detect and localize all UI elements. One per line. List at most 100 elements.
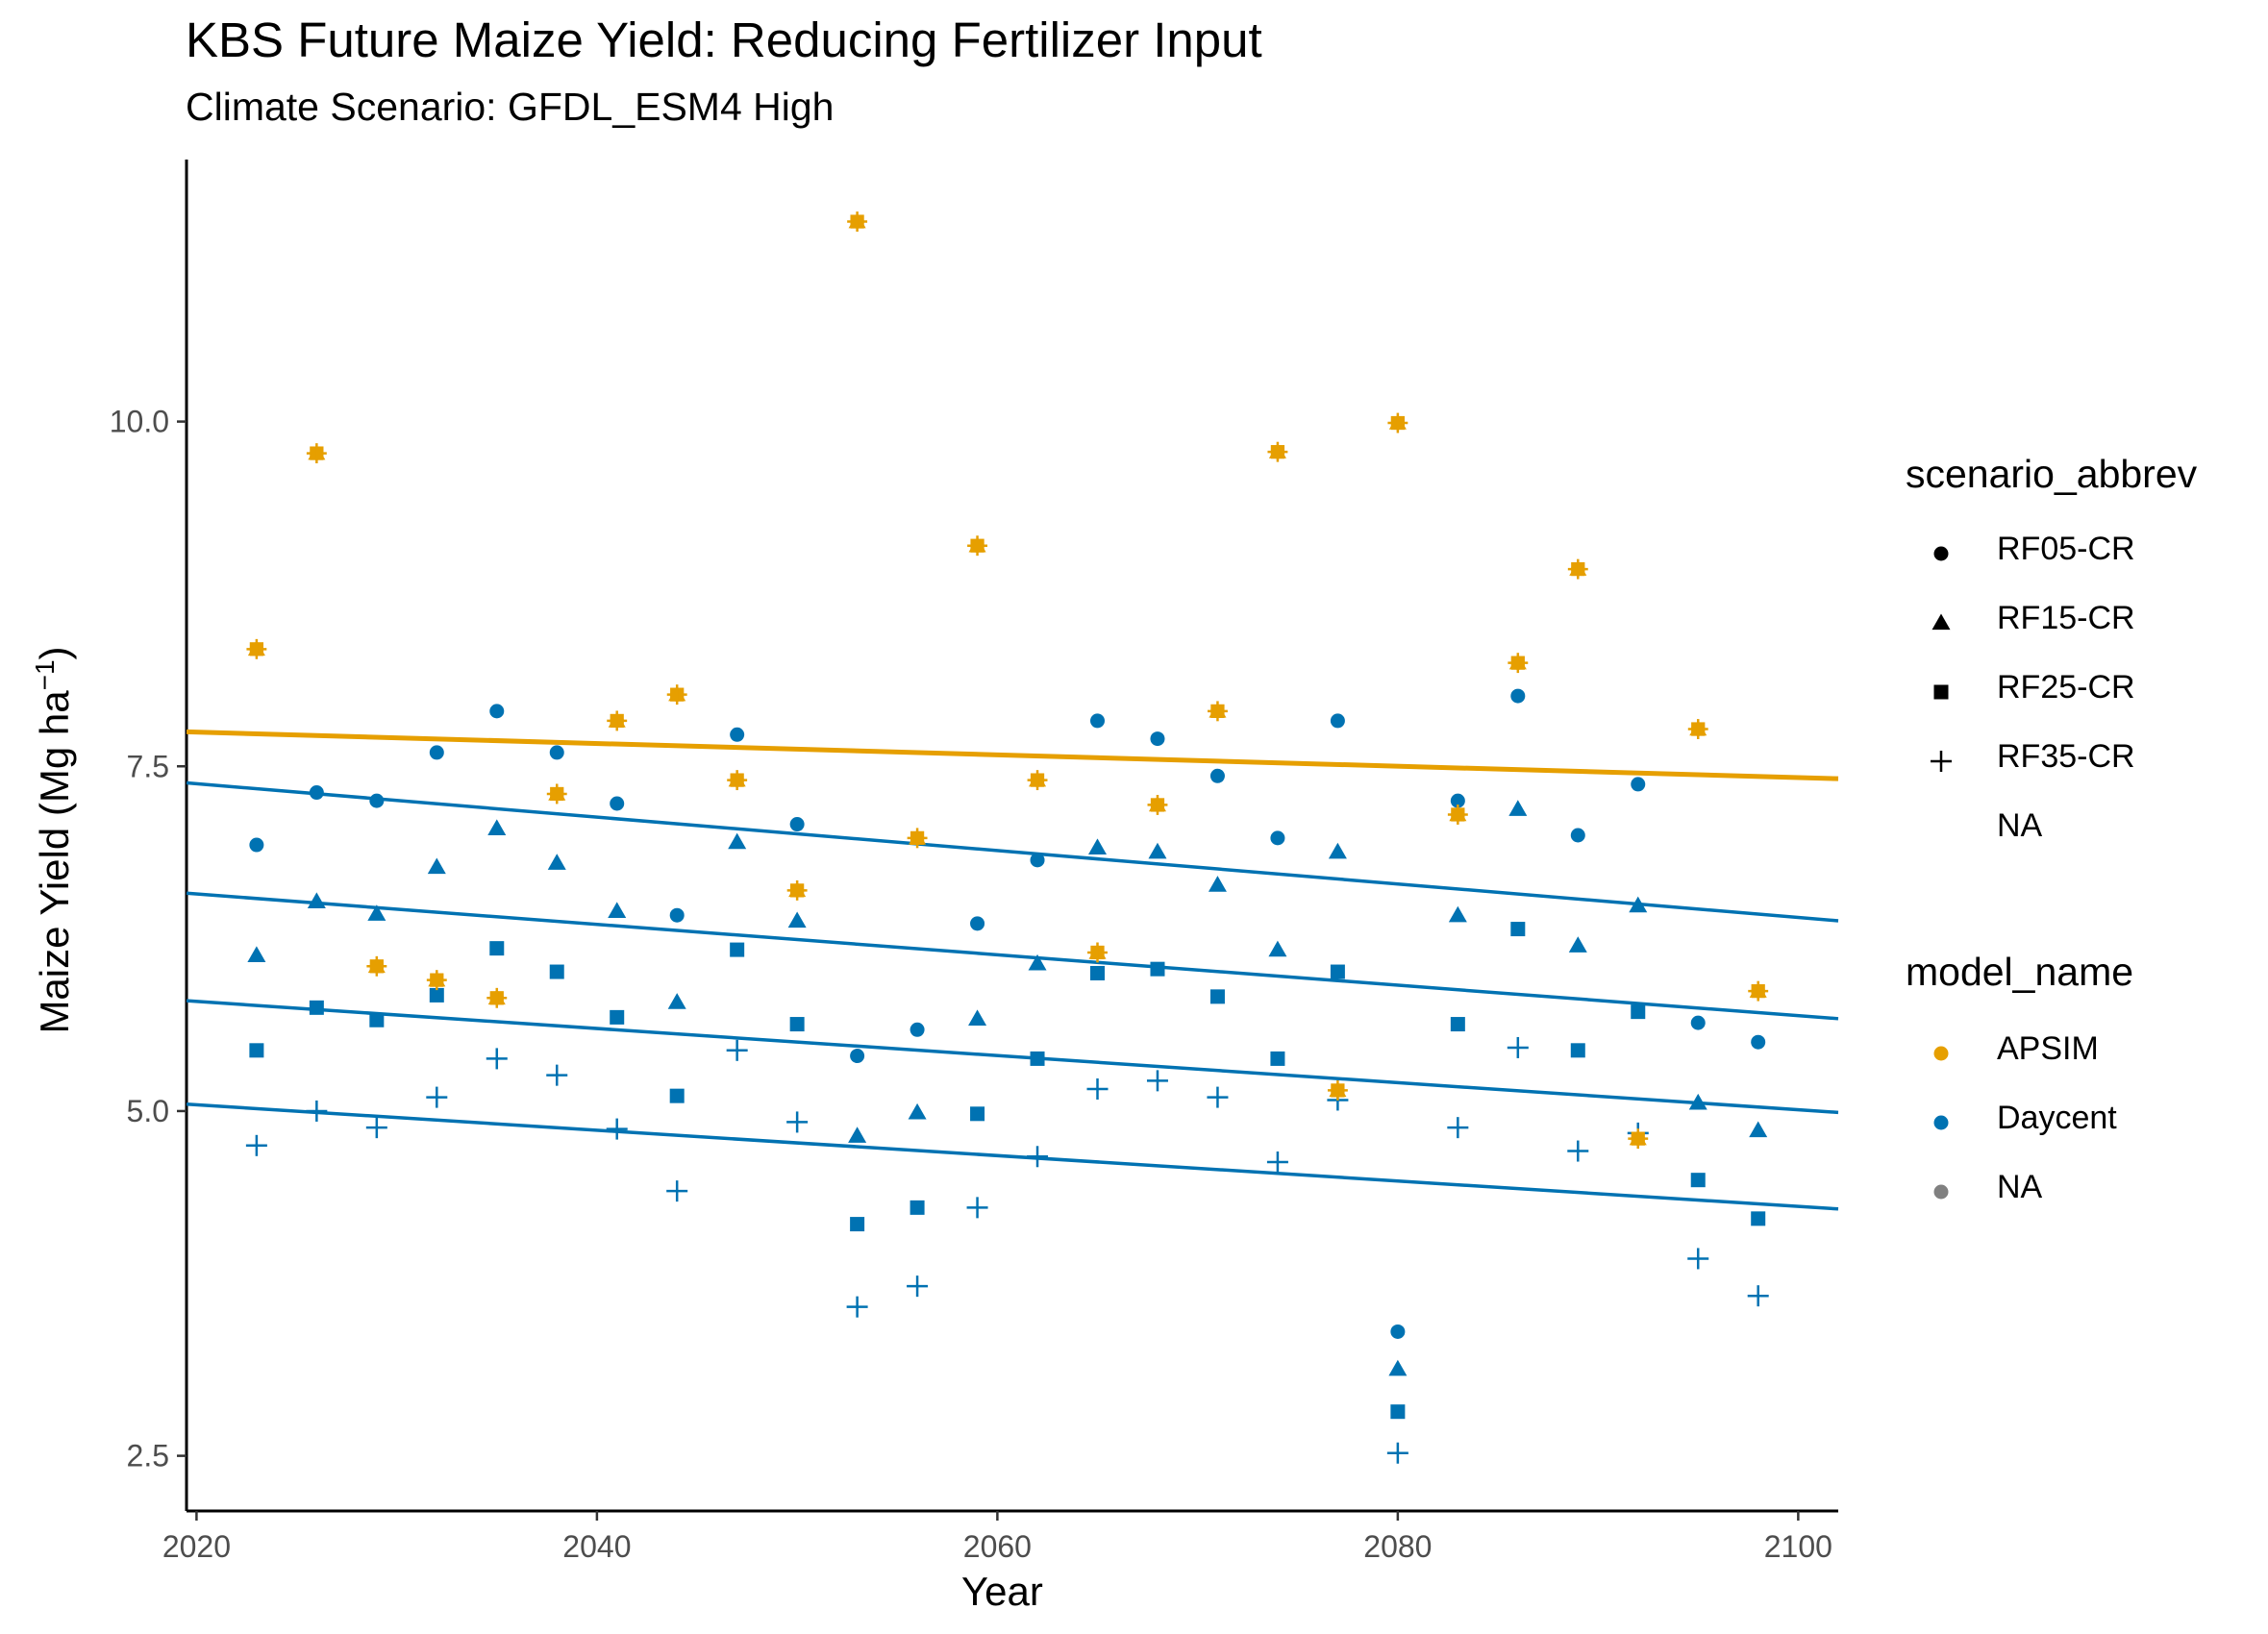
point-rf15-cr <box>787 911 807 928</box>
point-apsim <box>1567 558 1588 580</box>
point-rf25-cr <box>309 1000 324 1015</box>
trend-line-rf15-cr <box>186 891 1839 1021</box>
trend-line-apsim <box>186 729 1839 781</box>
point-apsim <box>1508 653 1529 674</box>
point-rf15-cr <box>1328 842 1347 859</box>
point-rf05-cr <box>429 745 444 760</box>
point-rf15-cr <box>1148 842 1167 859</box>
point-rf05-cr <box>1330 713 1345 729</box>
trend-line-rf25-cr <box>186 999 1839 1115</box>
point-rf15-cr <box>1208 876 1227 892</box>
chart-subtitle: Climate Scenario: GFDL_ESM4 High <box>186 85 835 129</box>
point-rf35-cr <box>1207 1086 1229 1108</box>
point-rf25-cr <box>850 1217 865 1232</box>
point-apsim <box>486 987 508 1008</box>
point-rf25-cr <box>610 1009 625 1025</box>
point-rf35-cr <box>907 1275 929 1298</box>
point-rf15-cr <box>1688 1093 1707 1110</box>
point-apsim <box>666 684 687 706</box>
legend-label-rf25: RF25-CR <box>1997 669 2135 706</box>
point-rf35-cr <box>846 1296 868 1318</box>
point-rf25-cr <box>1209 989 1225 1004</box>
point-rf05-cr <box>910 1022 925 1037</box>
point-apsim <box>1447 805 1468 825</box>
point-rf05-cr <box>1510 688 1526 704</box>
point-rf35-cr <box>1266 1151 1288 1174</box>
legend-key-na <box>1933 1184 1949 1200</box>
point-apsim <box>967 535 988 557</box>
point-apsim <box>1387 412 1408 433</box>
y-axis-label-sup: −1 <box>30 659 60 691</box>
legend-key-rf35-cr <box>1931 751 1952 772</box>
legend-title-model: model_name <box>1906 950 2134 994</box>
point-rf15-cr <box>908 1102 927 1120</box>
point-apsim <box>607 710 628 731</box>
point-rf35-cr <box>1386 1442 1408 1464</box>
point-rf25-cr <box>489 941 505 956</box>
point-rf05-cr <box>1690 1015 1706 1030</box>
chart-title: KBS Future Maize Yield: Reducing Fertili… <box>186 12 1262 67</box>
x-tick-label: 2020 <box>162 1529 231 1564</box>
legend-label-rf05: RF05-CR <box>1997 531 2135 567</box>
y-tick-label: 10.0 <box>110 405 169 439</box>
point-rf35-cr <box>1447 1117 1469 1139</box>
point-rf25-cr <box>369 1012 385 1027</box>
point-rf05-cr <box>730 727 745 742</box>
point-rf25-cr <box>1090 965 1106 980</box>
point-apsim <box>847 211 868 233</box>
point-apsim <box>1027 770 1048 791</box>
point-rf05-cr <box>489 704 505 719</box>
point-rf15-cr <box>1088 838 1108 855</box>
point-rf05-cr <box>789 817 805 832</box>
point-rf25-cr <box>1390 1404 1406 1420</box>
point-rf35-cr <box>1567 1140 1589 1162</box>
point-apsim <box>1628 1128 1649 1150</box>
point-apsim <box>786 879 808 901</box>
point-rf05-cr <box>1270 830 1285 846</box>
y-tick-label: 5.0 <box>127 1094 169 1128</box>
x-tick-label: 2060 <box>963 1529 1032 1564</box>
x-tick-label: 2100 <box>1764 1529 1832 1564</box>
point-rf35-cr <box>245 1134 267 1156</box>
point-rf15-cr <box>1508 800 1528 816</box>
legend-label-scenario-na: NA <box>1997 807 2043 844</box>
point-rf15-cr <box>667 993 686 1009</box>
point-rf05-cr <box>610 796 625 811</box>
point-rf25-cr <box>910 1200 925 1215</box>
point-rf35-cr <box>786 1111 809 1133</box>
legend-label-model-na: NA <box>1997 1169 2043 1205</box>
x-axis-label: Year <box>961 1569 1043 1614</box>
legend-label-daycent: Daycent <box>1997 1100 2117 1136</box>
point-rf15-cr <box>1448 905 1467 923</box>
point-apsim <box>1748 980 1769 1002</box>
point-rf35-cr <box>306 1100 328 1122</box>
legend-key-apsim <box>1933 1046 1949 1061</box>
point-rf15-cr <box>1268 940 1287 957</box>
point-rf35-cr <box>1687 1248 1709 1270</box>
point-rf35-cr <box>1747 1285 1769 1307</box>
point-rf25-cr <box>1631 1004 1646 1020</box>
point-rf05-cr <box>669 907 685 923</box>
point-rf25-cr <box>1270 1051 1285 1066</box>
point-rf35-cr <box>486 1048 508 1070</box>
point-rf25-cr <box>1330 964 1345 979</box>
point-rf35-cr <box>966 1197 988 1219</box>
point-apsim <box>907 828 928 849</box>
point-apsim <box>1147 794 1168 815</box>
point-rf15-cr <box>487 819 507 835</box>
legend-title-scenario: scenario_abbrev <box>1906 452 2198 496</box>
point-rf15-cr <box>1028 953 1047 971</box>
point-rf25-cr <box>669 1088 685 1103</box>
y-tick-label: 7.5 <box>127 749 169 783</box>
point-apsim <box>546 783 567 805</box>
point-rf05-cr <box>1090 713 1106 729</box>
point-rf25-cr <box>1751 1211 1766 1226</box>
point-rf25-cr <box>1570 1043 1585 1058</box>
point-rf25-cr <box>429 987 444 1003</box>
point-rf15-cr <box>427 857 446 875</box>
point-rf25-cr <box>1150 961 1165 977</box>
legend-label-rf35: RF35-CR <box>1997 738 2135 775</box>
legend-key-rf05-cr <box>1933 546 1949 561</box>
